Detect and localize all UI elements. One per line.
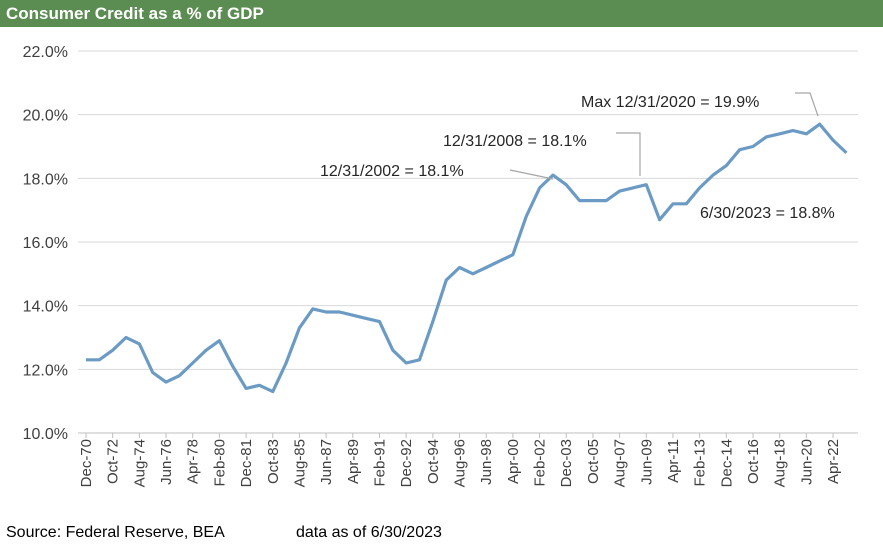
chart-title: Consumer Credit as a % of GDP — [6, 4, 264, 23]
y-tick-label: 22.0% — [23, 44, 68, 61]
annotation-leader — [616, 132, 641, 176]
x-tick-label: Aug-74 — [131, 439, 148, 487]
annotation-leader — [509, 169, 554, 180]
x-tick-label: Feb-13 — [692, 439, 709, 487]
x-tick-label: Jun-98 — [478, 439, 495, 485]
y-tick-label: 14.0% — [23, 299, 68, 316]
annotation-leader — [795, 92, 819, 117]
x-tick-label: Apr-89 — [345, 439, 362, 484]
y-tick-label: 10.0% — [23, 426, 68, 443]
x-tick-label: Feb-80 — [211, 439, 228, 487]
x-tick-label: Oct-05 — [585, 439, 602, 484]
x-tick-label: Apr-78 — [185, 439, 202, 484]
y-tick-label: 20.0% — [23, 108, 68, 125]
x-tick-label: Dec-14 — [718, 439, 735, 487]
series-line — [86, 122, 848, 394]
x-tick-label: Jun-87 — [318, 439, 335, 485]
x-tick-label: Jun-76 — [158, 439, 175, 485]
x-tick-label: Oct-94 — [425, 439, 442, 484]
x-tick-label: Dec-70 — [78, 439, 95, 487]
x-tick-label: Oct-83 — [265, 439, 282, 484]
annotation: Max 12/31/2020 = 19.9% — [581, 94, 759, 111]
x-tick-label: Jun-20 — [798, 439, 815, 485]
x-tick-label: Apr-00 — [505, 439, 522, 484]
x-tick-label: Aug-18 — [772, 439, 789, 487]
title-bar — [0, 0, 883, 27]
x-tick-label: Feb-91 — [371, 439, 388, 487]
x-tick-label: Dec-03 — [558, 439, 575, 487]
x-tick-label: Apr-11 — [665, 439, 682, 483]
annotation: 12/31/2002 = 18.1% — [320, 163, 464, 180]
x-tick-label: Aug-96 — [452, 439, 469, 487]
x-tick-label: Apr-22 — [825, 439, 842, 484]
x-tick-label: Jun-09 — [638, 439, 655, 485]
x-tick-label: Aug-85 — [291, 439, 308, 487]
y-tick-label: 16.0% — [23, 235, 68, 252]
annotation: 12/31/2008 = 18.1% — [443, 133, 587, 150]
x-tick-label: Feb-02 — [532, 439, 549, 487]
x-tick-label: Dec-92 — [398, 439, 415, 487]
x-tick-label: Aug-07 — [612, 439, 629, 487]
y-tick-label: 18.0% — [23, 171, 68, 188]
annotation: 6/30/2023 = 18.8% — [700, 205, 835, 222]
x-tick-label: Dec-81 — [238, 439, 255, 487]
note: data as of 6/30/2023 — [296, 524, 442, 541]
x-tick-label: Oct-16 — [745, 439, 762, 484]
source: Source: Federal Reserve, BEA — [6, 524, 225, 541]
x-tick-label: Oct-72 — [105, 439, 122, 484]
y-tick-label: 12.0% — [23, 362, 68, 379]
